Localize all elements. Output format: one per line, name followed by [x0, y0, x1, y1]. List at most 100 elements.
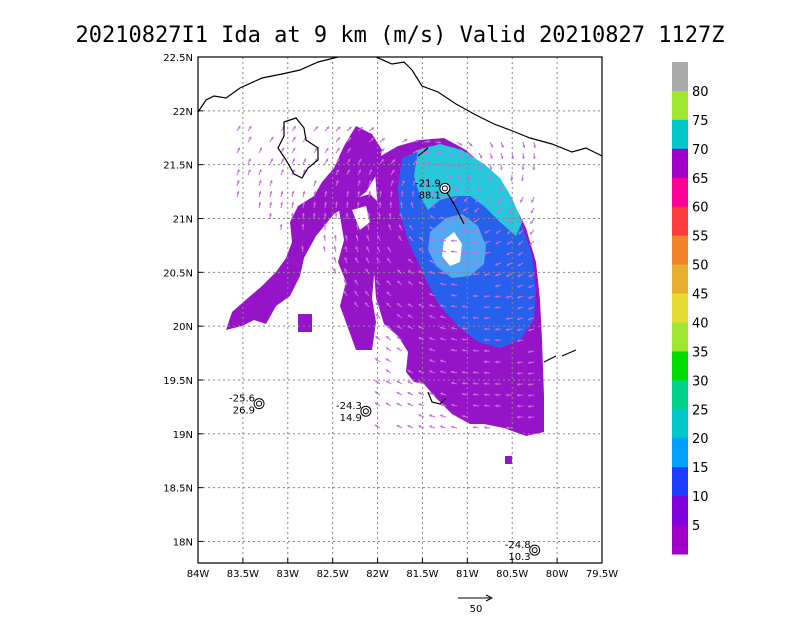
center-marker-outer	[439, 182, 451, 194]
wind-vector	[335, 137, 341, 143]
wind-vector	[386, 291, 392, 297]
wind-vector	[418, 281, 425, 286]
wind-vector	[472, 349, 480, 353]
wind-vector	[247, 158, 251, 165]
wind-vector	[450, 337, 458, 341]
x-tick-label: 82W	[366, 569, 389, 580]
wind-vector	[527, 328, 535, 332]
wind-vector	[531, 196, 535, 203]
wind-vector	[461, 218, 469, 222]
colorbar-label: 15	[692, 461, 709, 476]
wind-vector	[494, 273, 502, 277]
wind-vector	[516, 306, 524, 310]
wind-vector	[483, 426, 491, 430]
wind-vector	[516, 295, 524, 299]
wind-vector	[527, 372, 535, 376]
wind-vector	[527, 317, 535, 321]
wind-vector	[527, 350, 535, 354]
wind-vector	[418, 403, 425, 407]
center-marker-outer	[529, 544, 541, 556]
wind-vector	[439, 425, 447, 429]
wind-vector	[401, 138, 408, 143]
center-pressure-label: -25.6	[229, 394, 255, 405]
wind-vector	[508, 207, 513, 214]
wind-vector	[247, 136, 252, 143]
wind-vector	[494, 284, 502, 288]
coastlines	[198, 57, 602, 405]
colorbar-label: 35	[692, 345, 709, 360]
wind-vector	[527, 393, 535, 397]
wind-vector	[506, 240, 513, 245]
swath-gap	[352, 206, 370, 230]
y-tick-label: 19N	[173, 430, 193, 441]
wind-vector	[396, 302, 403, 308]
wind-vector	[313, 201, 317, 209]
wind-vector	[396, 347, 403, 352]
wind-vector	[335, 126, 341, 132]
wind-vector	[461, 229, 469, 233]
wind-vector	[386, 302, 392, 308]
wind-vector	[429, 260, 436, 264]
wind-vector	[483, 404, 491, 408]
wind-vector	[375, 279, 381, 286]
wind-vector	[379, 137, 386, 143]
wind-vector	[407, 269, 414, 275]
wind-vector	[472, 261, 480, 265]
wind-vector	[385, 358, 392, 363]
wind-vector	[324, 126, 330, 132]
wind-vector	[385, 347, 392, 352]
x-tick-label: 81.5W	[406, 569, 438, 580]
wind-vector	[290, 212, 294, 220]
wind-vector	[236, 147, 241, 154]
wind-vector	[450, 250, 458, 254]
wind-vector	[418, 325, 425, 330]
wind-vector	[354, 301, 359, 308]
colorbar-label: 55	[692, 230, 709, 245]
wind-vector	[428, 348, 436, 352]
wind-vector	[450, 425, 458, 429]
wind-vector	[407, 380, 414, 385]
wind-vector	[516, 360, 524, 364]
wind-vector	[417, 425, 425, 429]
wind-swath	[226, 125, 544, 464]
wind-vector	[472, 371, 480, 375]
storm-track	[443, 187, 465, 225]
wind-vector	[432, 191, 436, 198]
wind-vector	[418, 248, 425, 253]
colorbar-label: 30	[692, 374, 709, 389]
wind-vector	[456, 141, 463, 146]
wind-vector	[280, 147, 285, 154]
wind-vector	[467, 152, 473, 159]
wind-vector	[505, 317, 513, 321]
wind-vector	[461, 337, 469, 341]
wind-vector	[439, 359, 447, 363]
reference-vector: 50	[458, 594, 494, 615]
wind-vector	[313, 190, 317, 198]
wind-vector	[390, 179, 394, 187]
colorbar: 5 10 15 20 25 30 35 40 45 50 55 60 65 70 75 80	[672, 62, 709, 555]
wind-vector	[423, 180, 427, 187]
wind-vector	[355, 234, 359, 242]
x-tick-label: 83W	[276, 569, 299, 580]
wind-vector	[313, 147, 318, 154]
wind-vector	[478, 152, 483, 159]
wind-vector	[407, 281, 414, 286]
wind-vector	[390, 159, 396, 165]
swath-fragment	[505, 456, 512, 464]
center-wind-label: 10.3	[508, 552, 530, 563]
wind-vector	[484, 229, 491, 234]
wind-vector	[506, 251, 513, 256]
wind-vector	[324, 158, 329, 165]
wind-vector	[396, 380, 403, 385]
x-tick-label: 82.5W	[317, 569, 349, 580]
y-tick-label: 18N	[173, 537, 193, 548]
wind-vector	[409, 224, 414, 231]
wind-vector	[500, 141, 504, 149]
wind-vector	[472, 229, 480, 233]
wind-vector	[461, 414, 469, 418]
wind-vector	[518, 218, 524, 225]
colorbar-swatch	[672, 206, 688, 237]
wind-vector	[247, 168, 251, 176]
wind-vector	[456, 174, 461, 181]
wind-vector	[456, 163, 462, 169]
